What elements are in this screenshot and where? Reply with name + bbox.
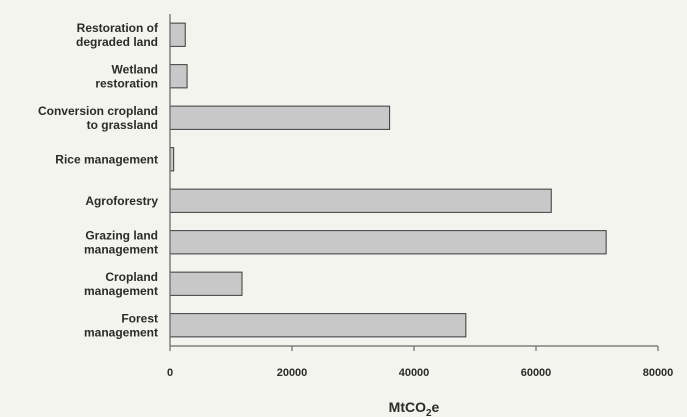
category-label-line: Grazing land: [85, 228, 158, 242]
category-label-line: degraded land: [76, 35, 158, 49]
x-axis-title-suffix: e: [432, 399, 440, 415]
category-label-line: Cropland: [105, 270, 158, 284]
category-label-line: Wetland: [112, 62, 158, 76]
category-label: Agroforestry: [85, 194, 158, 208]
x-tick-label: 60000: [521, 367, 552, 379]
category-label-line: Forest: [121, 311, 158, 325]
category-label-line: Rice management: [55, 152, 158, 166]
category-label-line: management: [84, 284, 158, 298]
x-tick-label: 40000: [399, 367, 430, 379]
category-label-line: management: [84, 325, 158, 339]
category-label-line: restoration: [95, 76, 158, 90]
category-label: Wetland restoration: [95, 62, 158, 90]
ticks-layer: 0 20000 40000 60000 80000: [167, 346, 673, 379]
category-label-line: Agroforestry: [85, 194, 158, 208]
bar: [169, 230, 607, 255]
category-label-line: to grassland: [87, 118, 158, 132]
x-tick-label: 20000: [277, 367, 308, 379]
bars-layer: [169, 22, 607, 338]
bar: [169, 271, 243, 296]
x-axis-title-subscript: 2: [426, 408, 432, 417]
bar: [169, 188, 552, 213]
x-axis-title-main: MtCO: [389, 399, 426, 415]
bar: [169, 64, 188, 89]
category-label: Rice management: [55, 152, 158, 166]
category-labels-layer: Restoration of degraded land Wetland restor…: [38, 21, 159, 340]
x-axis-title: MtCO2e: [389, 399, 440, 417]
category-label: Conversion cropland to grassland: [38, 104, 158, 132]
category-label: Grazing land management: [84, 228, 158, 256]
x-tick-label: 0: [167, 367, 173, 379]
category-label-line: Restoration of: [77, 21, 159, 35]
bar: [169, 313, 467, 338]
category-label: Cropland management: [84, 270, 158, 298]
bar: [169, 105, 391, 130]
bar: [169, 22, 186, 47]
category-label-line: Conversion cropland: [38, 104, 158, 118]
category-label: Forest management: [84, 311, 158, 339]
x-tick-label: 80000: [643, 367, 674, 379]
category-label: Restoration of degraded land: [76, 21, 159, 49]
category-label-line: management: [84, 242, 158, 256]
